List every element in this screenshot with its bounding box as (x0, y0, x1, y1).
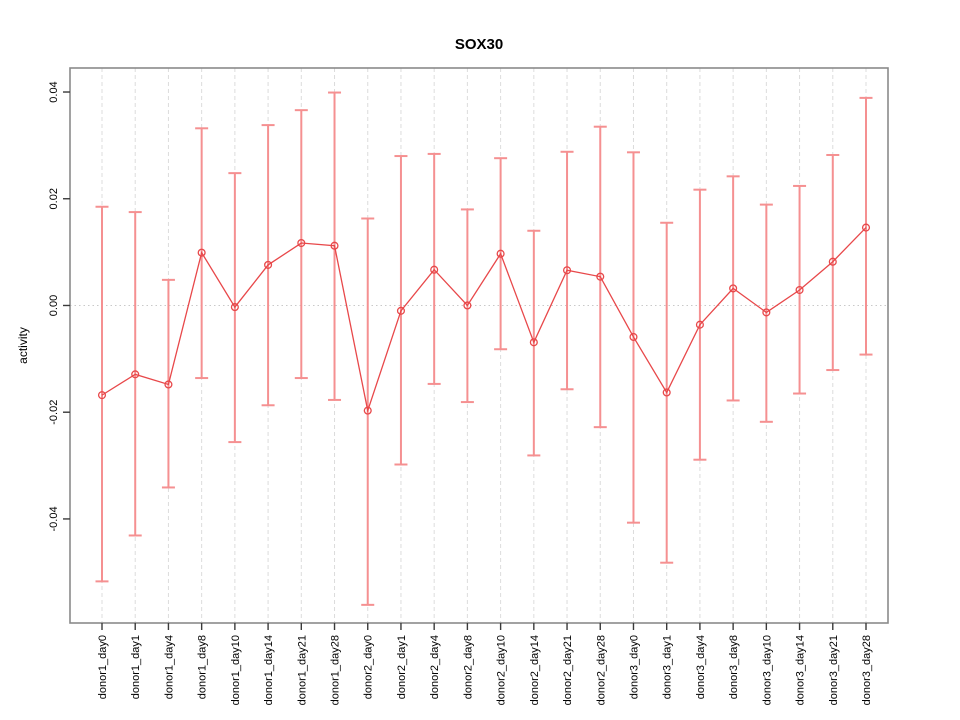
axis-layer: -0.04 -0.02 0.00 0.02 0.04 donor1_day0 donor1_… (48, 67, 889, 705)
x-tick-label: donor2_day14 (529, 635, 541, 705)
data-point (562, 266, 572, 275)
x-tick-label: donor3_day14 (795, 635, 807, 705)
data-point (363, 406, 372, 415)
data-point (230, 303, 239, 312)
y-tick-label: 0.02 (48, 188, 60, 209)
chart-title: SOX30 (455, 36, 503, 53)
data-point (297, 238, 306, 248)
x-tick-label: donor1_day14 (263, 635, 275, 705)
data-point (197, 248, 206, 257)
x-tick-label: donor1_day4 (163, 635, 175, 699)
data-layer (95, 91, 873, 606)
data-point (729, 284, 738, 293)
series-line (101, 227, 867, 414)
data-point (396, 306, 406, 315)
x-tick-label: donor1_day8 (197, 635, 209, 699)
data-point (330, 241, 339, 250)
y-tick-label: 0.04 (48, 81, 60, 102)
y-axis-label: activity (16, 327, 30, 364)
y-tick-label: 0.00 (48, 295, 60, 316)
data-point (762, 308, 771, 317)
data-point (529, 338, 538, 347)
data-point (596, 272, 605, 281)
data-point (97, 391, 107, 400)
x-tick-label: donor3_day8 (728, 635, 740, 699)
x-tick-label: donor2_day1 (396, 635, 408, 699)
x-tick-label: donor3_day21 (828, 635, 840, 705)
data-point (496, 249, 505, 258)
x-tick-label: donor3_day28 (861, 635, 873, 705)
x-tick-label: donor2_day0 (363, 635, 375, 699)
x-tick-label: donor1_day21 (296, 635, 308, 705)
data-point (828, 257, 837, 266)
x-tick-label: donor2_day21 (562, 635, 574, 705)
data-point (264, 260, 273, 269)
x-tick-label: donor2_day28 (595, 635, 607, 705)
data-point (861, 223, 871, 232)
x-tick-label: donor1_day10 (230, 635, 242, 705)
x-tick-label: donor2_day4 (429, 635, 441, 699)
data-point (463, 301, 472, 310)
data-point (695, 320, 704, 329)
y-tick-label: -0.02 (48, 400, 60, 425)
x-tick-label: donor2_day10 (496, 635, 508, 705)
x-tick-label: donor3_day4 (695, 635, 707, 699)
x-tick-label: donor1_day28 (330, 635, 342, 705)
x-tick-label: donor3_day10 (761, 635, 773, 705)
x-tick-label: donor2_day8 (462, 635, 474, 699)
data-point (430, 265, 439, 274)
x-tick-label: donor3_day0 (628, 635, 640, 699)
grid-layer (70, 68, 888, 623)
x-tick-label: donor3_day1 (662, 635, 674, 699)
x-tick-label: donor1_day0 (97, 635, 109, 699)
plot-box (69, 67, 889, 624)
data-point (164, 380, 173, 389)
data-point (662, 388, 671, 397)
data-point (629, 332, 638, 342)
data-point (131, 370, 140, 379)
data-point (795, 285, 804, 295)
x-tick-label: donor1_day1 (130, 635, 142, 699)
y-tick-label: -0.04 (48, 506, 60, 531)
